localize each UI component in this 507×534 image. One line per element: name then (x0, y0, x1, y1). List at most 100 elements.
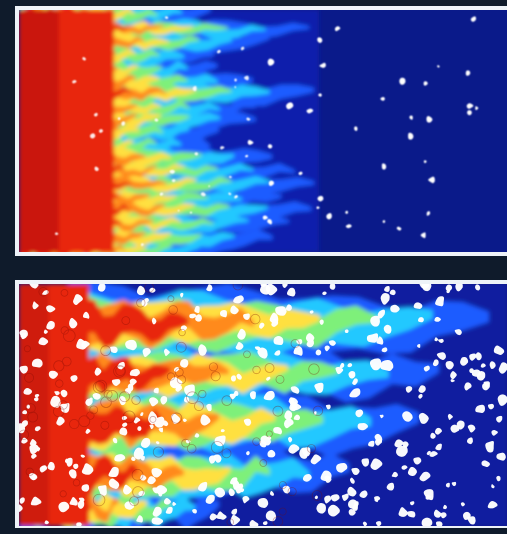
top-grain (475, 106, 479, 111)
bottom-grain-outline (308, 363, 320, 375)
bottom-grain (474, 284, 481, 291)
bottom-grain (290, 386, 300, 394)
bottom-grain (220, 429, 226, 433)
bottom-grain (259, 322, 265, 329)
bottom-grain-outline (174, 367, 184, 377)
bottom-grain (309, 310, 314, 314)
bottom-grain-outline (60, 326, 69, 335)
bottom-grain-outline (243, 350, 251, 359)
bottom-grain-outline (25, 467, 34, 476)
bottom-grain (374, 433, 383, 444)
bottom-grain (435, 521, 443, 526)
bottom-grain (349, 388, 361, 398)
bottom-grain-outline (60, 289, 69, 297)
bottom-grain (289, 397, 299, 406)
bottom-grain (489, 361, 496, 370)
bottom-grain-outline (19, 429, 30, 440)
bottom-grain (288, 444, 301, 454)
top-grain (72, 79, 77, 84)
top-grain (240, 46, 245, 51)
bottom-grain (275, 306, 287, 316)
top-grain (267, 144, 273, 149)
top-grain (98, 129, 104, 133)
bottom-grain-outline (121, 316, 131, 325)
bottom-grain (242, 495, 251, 504)
bottom-grain-outline (287, 487, 297, 497)
bottom-grain (396, 445, 409, 457)
top-grain (317, 195, 324, 202)
bottom-grain (496, 475, 501, 482)
bottom-grain (36, 447, 41, 452)
bottom-grain (114, 454, 127, 462)
top-grain (192, 85, 197, 92)
bottom-grain (81, 463, 95, 475)
bottom-grain (94, 367, 102, 376)
bottom-grain (82, 311, 90, 319)
bottom-grain (401, 465, 408, 470)
bottom-grain (192, 509, 197, 514)
bottom-grain (460, 502, 466, 507)
bottom-grain (81, 484, 90, 492)
bottom-grain-outline (208, 362, 218, 372)
bottom-grain (491, 484, 495, 489)
bottom-grain (131, 456, 136, 462)
bottom-grain-outline (221, 395, 233, 406)
bottom-grain (322, 291, 327, 296)
bottom-grain (368, 440, 375, 447)
top-grain (345, 224, 353, 229)
bottom-grain (380, 292, 390, 305)
top-grain (89, 133, 96, 139)
top-grain (423, 160, 427, 164)
top-grain (216, 49, 222, 54)
bottom-grain (46, 305, 57, 313)
bottom-grain-outline (186, 391, 199, 404)
bottom-grain (498, 362, 507, 374)
bottom-grain-outline (226, 518, 235, 526)
bottom-grain-outline (115, 365, 126, 376)
top-grain (154, 118, 159, 122)
top-grain (82, 56, 87, 61)
top-grain (228, 192, 232, 196)
top-grain (306, 108, 314, 114)
bottom-grain-outline (89, 405, 99, 415)
top-grain (326, 213, 333, 220)
bottom-grain (205, 494, 215, 504)
bottom-grain (34, 426, 41, 432)
top-grain (247, 139, 255, 145)
bottom-grain (184, 384, 195, 397)
bottom-grain-outline (136, 298, 146, 308)
bottom-grain (369, 358, 382, 371)
bottom-grain (111, 379, 121, 386)
bottom-grain-outline (306, 444, 316, 454)
bottom-grain (480, 363, 487, 368)
bottom-grain (136, 515, 143, 523)
top-grain (268, 180, 275, 187)
bottom-grain (497, 394, 507, 406)
bottom-grain (282, 284, 288, 288)
bottom-grain (230, 514, 242, 526)
bottom-grain (194, 305, 200, 314)
bottom-grain (421, 284, 432, 292)
bottom-grain (38, 337, 49, 346)
bottom-grain (237, 483, 244, 489)
bottom-grain-outline (264, 363, 275, 373)
bottom-grain (29, 284, 39, 289)
bottom-grain (249, 391, 256, 400)
bottom-grain-outline (59, 490, 67, 498)
bottom-grain (173, 367, 180, 372)
bottom-grain (435, 443, 442, 451)
bottom-grain-outline (149, 415, 157, 423)
bottom-grain (481, 460, 491, 468)
bottom-grain (228, 488, 236, 497)
bottom-grain (164, 499, 169, 504)
bottom-grain (144, 297, 150, 303)
bottom-grain (136, 285, 146, 296)
bottom-grain-outline (72, 478, 81, 487)
bottom-grain-outlines (19, 284, 324, 526)
top-grain (121, 121, 126, 126)
bottom-grain-outline (129, 496, 140, 507)
bottom-grain (214, 435, 226, 447)
bottom-grain (129, 378, 138, 386)
bottom-grain (302, 474, 313, 482)
bottom-grain (418, 412, 430, 424)
